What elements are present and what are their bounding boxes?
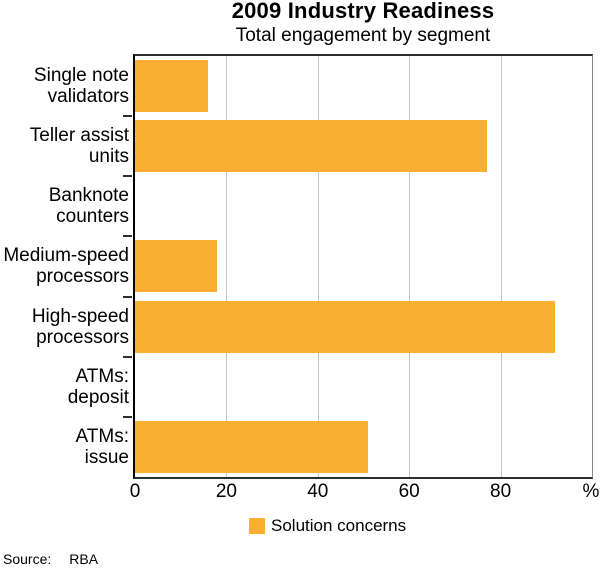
category-label-line: counters — [56, 206, 129, 228]
category-label-banknote-counters: Banknote counters — [0, 176, 129, 236]
bar-single-note-validators — [135, 60, 209, 113]
bar-row-banknote-counters — [135, 176, 592, 236]
bar-row-teller-assist-units — [135, 116, 592, 176]
category-label-atms-deposit: ATMs: deposit — [0, 357, 129, 417]
category-label-teller-assist-units: Teller assist units — [0, 116, 129, 176]
bar-high-speed-processors — [135, 300, 556, 353]
category-label-line: deposit — [67, 386, 129, 408]
bar-teller-assist-units — [135, 120, 487, 173]
category-label-line: High-speed — [31, 305, 129, 327]
source-value: RBA — [69, 551, 99, 567]
category-label-line: ATMs: — [75, 365, 129, 387]
grid-line-80 — [500, 56, 502, 477]
x-tick-label-40: 40 — [307, 481, 329, 502]
legend-swatch — [249, 518, 265, 534]
category-label-single-note-validators: Single note validators — [0, 56, 129, 116]
x-tick-label-80: 80 — [490, 481, 512, 502]
category-label-line: Teller assist — [29, 125, 129, 147]
source-label: Source: — [3, 551, 52, 567]
bar-medium-speed-processors — [135, 240, 218, 293]
grid-line-40 — [317, 56, 319, 477]
plot-area — [133, 54, 593, 479]
axis-band-tick — [123, 415, 132, 418]
category-label-line: processors — [36, 266, 129, 288]
category-label-medium-speed-processors: Medium-speed processors — [0, 236, 129, 296]
category-label-line: ATMs: — [75, 425, 129, 447]
legend: Solution concerns — [249, 516, 406, 536]
x-tick-label-20: 20 — [215, 481, 237, 502]
category-label-line: Banknote — [48, 185, 129, 207]
axis-band-tick — [123, 235, 132, 238]
grid-line-60 — [409, 56, 411, 477]
bar-row-atms-issue — [135, 417, 592, 477]
category-label-line: processors — [36, 326, 129, 348]
category-label-line: Medium-speed — [3, 245, 129, 267]
bar-atms-issue — [135, 420, 369, 473]
category-label-line: issue — [84, 446, 129, 468]
category-label-line: units — [88, 146, 129, 168]
bar-row-atms-deposit — [135, 357, 592, 417]
axis-band-tick — [123, 295, 132, 298]
category-label-atms-issue: ATMs: issue — [0, 417, 129, 477]
grid-line-20 — [226, 56, 228, 477]
bar-row-medium-speed-processors — [135, 236, 592, 296]
x-tick-label-0: 0 — [129, 481, 141, 502]
category-label-high-speed-processors: High-speed processors — [0, 297, 129, 357]
x-tick-label-60: 60 — [398, 481, 420, 502]
x-axis-unit-percent: % — [582, 481, 600, 502]
plot-inner — [135, 56, 592, 477]
legend-label: Solution concerns — [271, 516, 407, 535]
axis-band-tick — [123, 115, 132, 118]
chart-title: 2009 Industry Readiness — [231, 0, 495, 23]
bar-row-single-note-validators — [135, 56, 592, 116]
axis-band-tick — [123, 355, 132, 358]
y-axis-labels: Single note validators Teller assist units B… — [0, 56, 129, 477]
axis-band-tick — [123, 175, 132, 178]
bar-row-high-speed-processors — [135, 297, 592, 357]
source-note: Source: RBA — [3, 551, 98, 567]
x-axis-labels: 0 20 40 60 80% — [0, 481, 600, 503]
category-label-line: Single note — [33, 65, 129, 87]
chart-subtitle: Total engagement by segment — [235, 25, 491, 46]
category-label-line: validators — [47, 86, 129, 108]
